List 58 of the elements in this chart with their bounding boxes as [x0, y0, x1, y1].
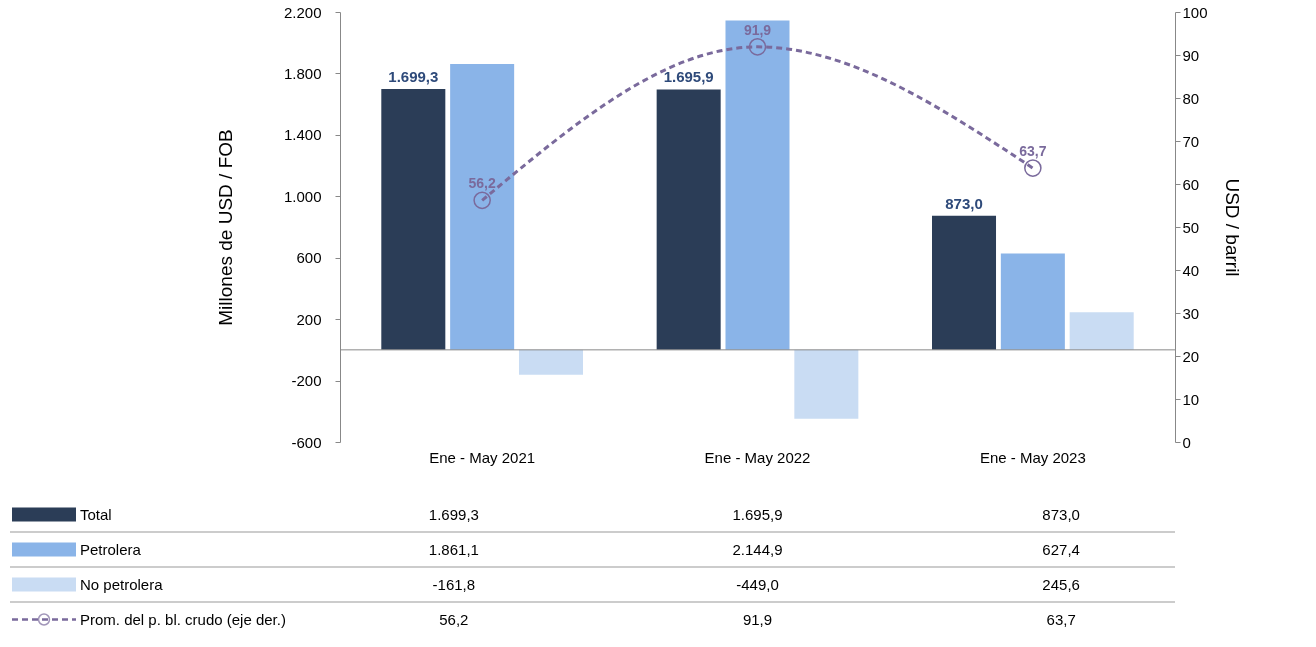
bar [518, 349, 583, 375]
text: 91,9 [743, 21, 772, 38]
data-label: 245,6 [1042, 575, 1080, 593]
y2-tick-label: 30 [1182, 304, 1200, 322]
data-label: 91,9 [742, 610, 773, 628]
legend-label: Petrolera [80, 540, 142, 558]
bar [1000, 253, 1065, 350]
y-tick-label: -200 [291, 372, 322, 390]
y2-tick-label: 40 [1182, 261, 1200, 279]
legend-label: Prom. del p. bl. crudo (eje der.) [80, 610, 286, 628]
data-label: 1.699,3 [428, 505, 479, 523]
bar [656, 89, 721, 350]
y2-axis-title: USD / barril [1221, 178, 1243, 277]
point [748, 38, 767, 56]
data-label: -161,8 [432, 575, 476, 593]
y2-tick-label: 50 [1182, 218, 1200, 236]
bar [794, 349, 859, 419]
data-label: -449,0 [736, 575, 779, 593]
y2-tick-label: 90 [1182, 46, 1200, 64]
y-tick-label: 2.200 [283, 3, 322, 21]
text: 56,2 [468, 175, 496, 192]
y-tick-label: -600 [291, 433, 322, 451]
y-tick-label: 1.400 [283, 126, 322, 144]
y-tick-label: 1.800 [283, 64, 322, 82]
point [1024, 159, 1042, 177]
text: 1.695,9 [663, 68, 714, 86]
text: 1.699,3 [388, 67, 439, 85]
bar [381, 88, 446, 350]
data-label: 873,0 [1042, 505, 1080, 523]
bar [725, 20, 790, 350]
y-tick-label: 600 [296, 249, 322, 267]
legend-label: No petrolera [80, 575, 164, 593]
y2-tick-label: 20 [1182, 347, 1200, 365]
legend-label: Total [80, 505, 112, 523]
data-label: 2.144,9 [732, 540, 783, 558]
y2-tick-label: 60 [1182, 175, 1200, 193]
data-label: 627,4 [1042, 540, 1080, 558]
x-tick-label: Ene - May 2021 [429, 448, 536, 466]
data-label: 1.861,1 [428, 540, 479, 558]
y2-tick-label: 10 [1182, 390, 1200, 408]
y-axis-title: Millones de USD / FOB [214, 129, 236, 326]
bar [932, 215, 997, 350]
data-label: 1.695,9 [732, 505, 783, 523]
y-tick-label: 200 [296, 310, 322, 328]
y2-tick-label: 70 [1182, 132, 1200, 150]
y2-tick-label: 0 [1182, 433, 1191, 451]
y2-tick-label: 100 [1182, 3, 1208, 21]
bar [1069, 312, 1134, 350]
data-label: 56,2 [439, 610, 469, 628]
data-label: 63,7 [1046, 610, 1076, 628]
text: 63,7 [1019, 143, 1047, 160]
x-tick-label: Ene - May 2022 [704, 448, 811, 466]
bar [450, 64, 515, 350]
point [473, 191, 491, 210]
text: 873,0 [945, 194, 983, 212]
y-tick-label: 1.000 [283, 187, 322, 205]
x-tick-label: Ene - May 2023 [979, 448, 1086, 466]
y2-tick-label: 80 [1182, 89, 1200, 107]
